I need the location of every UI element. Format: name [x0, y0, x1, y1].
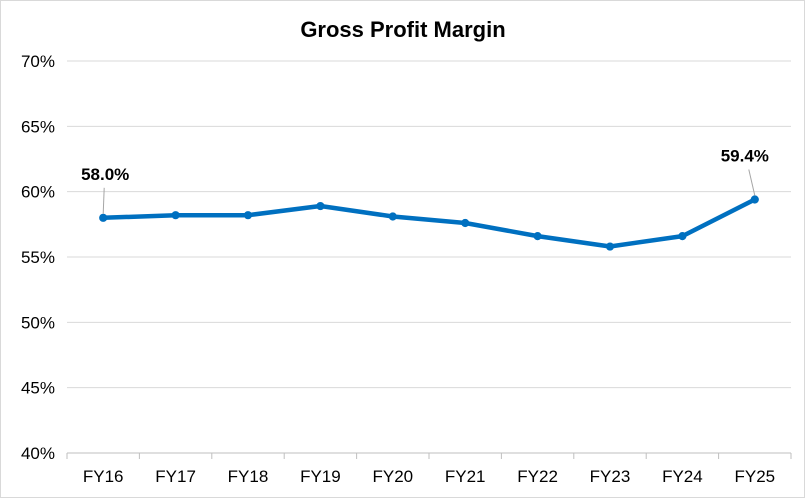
y-tick-label: 60%	[21, 183, 55, 202]
x-tick-label: FY22	[517, 467, 558, 486]
data-point	[243, 211, 253, 220]
data-point	[171, 211, 180, 220]
data-point	[99, 213, 108, 222]
data-point	[316, 201, 325, 211]
data-label-leader	[748, 169, 756, 196]
x-tick-label: FY19	[300, 467, 341, 486]
chart-title: Gross Profit Margin	[300, 17, 505, 42]
data-point	[388, 212, 397, 221]
x-tick-label: FY17	[155, 467, 196, 486]
y-tick-label: 50%	[21, 313, 55, 332]
data-label-leader	[102, 187, 105, 214]
data-label: 58.0%	[81, 165, 129, 184]
data-point	[533, 231, 542, 241]
y-tick-label: 70%	[21, 52, 55, 71]
series-gross-profit-margin	[99, 195, 759, 251]
y-tick-label: 55%	[21, 248, 55, 267]
x-tick-label: FY23	[590, 467, 631, 486]
data-point	[678, 231, 687, 241]
y-tick-label: 40%	[21, 444, 55, 463]
x-tick-label: FY24	[662, 467, 703, 486]
data-label: 59.4%	[721, 147, 769, 166]
y-tick-label: 65%	[21, 117, 55, 136]
series-line	[100, 197, 758, 249]
x-tick-label: FY18	[228, 467, 269, 486]
y-axis: 40% 45% 50% 55% 60% 65% 70%	[21, 52, 55, 463]
x-tick-label: FY25	[734, 467, 775, 486]
x-axis: FY16 FY17 FY18 FY19 FY20 FY21 FY22 FY23 FY24 FY25	[66, 452, 792, 486]
data-labels: 58.0% 59.4%	[81, 147, 769, 214]
x-tick-label: FY16	[83, 467, 124, 486]
gridlines	[67, 60, 791, 389]
x-tick-label: FY20	[372, 467, 413, 486]
data-point	[750, 195, 759, 204]
data-point	[605, 242, 615, 251]
data-point	[461, 218, 470, 228]
y-tick-label: 45%	[21, 379, 55, 398]
x-tick-label: FY21	[445, 467, 486, 486]
